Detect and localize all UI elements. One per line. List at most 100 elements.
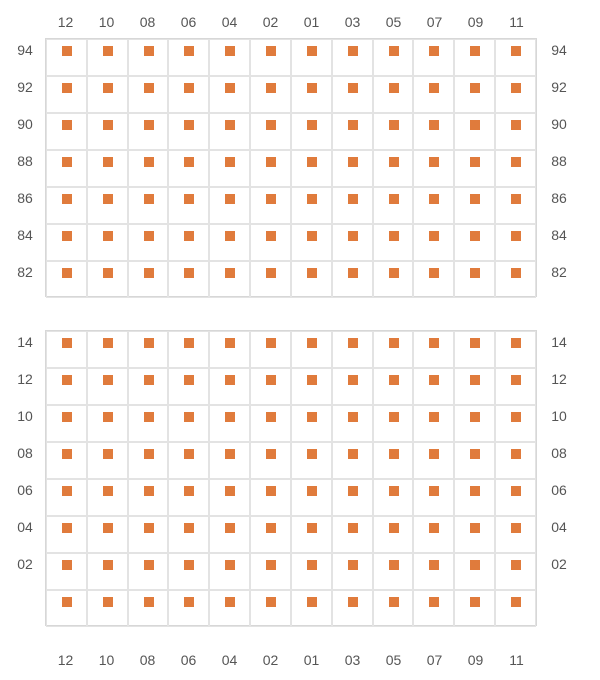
- seat-cell[interactable]: [250, 368, 291, 405]
- seat-cell[interactable]: [128, 553, 169, 590]
- seat-cell[interactable]: [332, 113, 373, 150]
- seat-cell[interactable]: [332, 516, 373, 553]
- seat-cell[interactable]: [495, 261, 536, 298]
- seat-cell[interactable]: [250, 187, 291, 224]
- seat-cell[interactable]: [373, 224, 414, 261]
- seat-cell[interactable]: [454, 187, 495, 224]
- seat-cell[interactable]: [495, 39, 536, 76]
- seat-cell[interactable]: [495, 516, 536, 553]
- seat-cell[interactable]: [128, 405, 169, 442]
- seat-cell[interactable]: [209, 261, 250, 298]
- seat-cell[interactable]: [495, 368, 536, 405]
- seat-cell[interactable]: [373, 150, 414, 187]
- seat-cell[interactable]: [291, 150, 332, 187]
- seat-cell[interactable]: [250, 553, 291, 590]
- seat-cell[interactable]: [291, 113, 332, 150]
- seat-cell[interactable]: [250, 405, 291, 442]
- seat-cell[interactable]: [87, 590, 128, 627]
- seat-cell[interactable]: [168, 261, 209, 298]
- seat-cell[interactable]: [46, 76, 87, 113]
- seat-cell[interactable]: [250, 479, 291, 516]
- seat-cell[interactable]: [332, 224, 373, 261]
- seat-cell[interactable]: [128, 331, 169, 368]
- seat-cell[interactable]: [291, 405, 332, 442]
- seat-cell[interactable]: [87, 224, 128, 261]
- seat-cell[interactable]: [373, 39, 414, 76]
- seat-cell[interactable]: [413, 368, 454, 405]
- seat-cell[interactable]: [87, 39, 128, 76]
- seat-cell[interactable]: [454, 590, 495, 627]
- seat-cell[interactable]: [87, 331, 128, 368]
- seat-cell[interactable]: [454, 150, 495, 187]
- seat-cell[interactable]: [209, 187, 250, 224]
- seat-cell[interactable]: [291, 187, 332, 224]
- seat-cell[interactable]: [87, 76, 128, 113]
- seat-cell[interactable]: [46, 224, 87, 261]
- seat-cell[interactable]: [87, 113, 128, 150]
- seat-cell[interactable]: [128, 516, 169, 553]
- seat-cell[interactable]: [373, 553, 414, 590]
- seat-cell[interactable]: [209, 224, 250, 261]
- seat-cell[interactable]: [495, 590, 536, 627]
- seat-cell[interactable]: [250, 76, 291, 113]
- seat-cell[interactable]: [373, 261, 414, 298]
- seat-cell[interactable]: [291, 590, 332, 627]
- seat-cell[interactable]: [46, 405, 87, 442]
- seat-cell[interactable]: [209, 368, 250, 405]
- seat-cell[interactable]: [495, 553, 536, 590]
- seat-cell[interactable]: [46, 553, 87, 590]
- seat-cell[interactable]: [291, 368, 332, 405]
- seat-cell[interactable]: [413, 516, 454, 553]
- seat-cell[interactable]: [291, 39, 332, 76]
- seat-cell[interactable]: [413, 224, 454, 261]
- seat-cell[interactable]: [413, 261, 454, 298]
- seat-cell[interactable]: [128, 76, 169, 113]
- seat-cell[interactable]: [495, 479, 536, 516]
- seat-cell[interactable]: [332, 553, 373, 590]
- seat-cell[interactable]: [46, 590, 87, 627]
- seat-cell[interactable]: [454, 113, 495, 150]
- seat-cell[interactable]: [291, 224, 332, 261]
- seat-cell[interactable]: [495, 405, 536, 442]
- seat-cell[interactable]: [168, 331, 209, 368]
- seat-cell[interactable]: [209, 150, 250, 187]
- seat-cell[interactable]: [250, 590, 291, 627]
- seat-cell[interactable]: [128, 590, 169, 627]
- seat-cell[interactable]: [128, 39, 169, 76]
- seat-cell[interactable]: [373, 516, 414, 553]
- seat-cell[interactable]: [250, 150, 291, 187]
- seat-cell[interactable]: [413, 442, 454, 479]
- seat-cell[interactable]: [413, 405, 454, 442]
- seat-cell[interactable]: [373, 331, 414, 368]
- seat-cell[interactable]: [46, 39, 87, 76]
- seat-cell[interactable]: [454, 261, 495, 298]
- seat-cell[interactable]: [46, 113, 87, 150]
- seat-cell[interactable]: [209, 76, 250, 113]
- seat-cell[interactable]: [87, 479, 128, 516]
- seat-cell[interactable]: [291, 442, 332, 479]
- seat-cell[interactable]: [454, 224, 495, 261]
- seat-cell[interactable]: [373, 590, 414, 627]
- seat-cell[interactable]: [332, 39, 373, 76]
- seat-cell[interactable]: [373, 187, 414, 224]
- seat-cell[interactable]: [168, 150, 209, 187]
- seat-cell[interactable]: [413, 479, 454, 516]
- seat-cell[interactable]: [454, 516, 495, 553]
- seat-cell[interactable]: [250, 113, 291, 150]
- seat-cell[interactable]: [413, 39, 454, 76]
- seat-cell[interactable]: [373, 368, 414, 405]
- seat-cell[interactable]: [87, 405, 128, 442]
- seat-cell[interactable]: [87, 442, 128, 479]
- seat-cell[interactable]: [128, 368, 169, 405]
- seat-cell[interactable]: [373, 479, 414, 516]
- seat-cell[interactable]: [209, 405, 250, 442]
- seat-cell[interactable]: [168, 113, 209, 150]
- seat-cell[interactable]: [128, 187, 169, 224]
- seat-cell[interactable]: [250, 331, 291, 368]
- seat-cell[interactable]: [332, 368, 373, 405]
- seat-cell[interactable]: [87, 553, 128, 590]
- seat-cell[interactable]: [46, 187, 87, 224]
- seat-cell[interactable]: [454, 331, 495, 368]
- seat-cell[interactable]: [291, 479, 332, 516]
- seat-cell[interactable]: [373, 76, 414, 113]
